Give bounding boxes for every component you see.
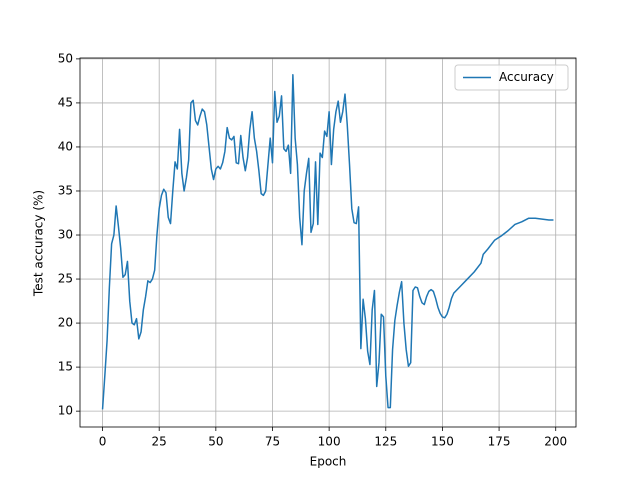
x-tick-label: 125 — [374, 435, 397, 449]
x-tick-label: 175 — [488, 435, 511, 449]
y-tick-label: 25 — [58, 272, 73, 286]
x-tick-label: 50 — [208, 435, 223, 449]
y-tick-label: 20 — [58, 316, 73, 330]
x-axis-label: Epoch — [310, 455, 347, 469]
y-tick-label: 40 — [58, 139, 73, 153]
x-tick-label: 150 — [431, 435, 454, 449]
x-tick-label: 0 — [99, 435, 107, 449]
x-tick-label: 75 — [265, 435, 280, 449]
y-tick-label: 15 — [58, 360, 73, 374]
y-tick-label: 10 — [58, 404, 73, 418]
y-axis-label: Test accuracy (%) — [32, 190, 46, 297]
data-line — [101, 73, 554, 410]
y-tick-label: 45 — [58, 95, 73, 109]
plot-frame — [79, 57, 577, 428]
legend-label: Accuracy — [499, 70, 554, 84]
y-tick-label: 50 — [58, 51, 73, 65]
y-tick-label: 30 — [58, 228, 73, 242]
y-tick-label: 35 — [58, 183, 73, 197]
x-tick-label: 25 — [152, 435, 167, 449]
legend-box — [454, 64, 569, 91]
x-tick-label: 200 — [544, 435, 567, 449]
x-tick-label: 100 — [318, 435, 341, 449]
